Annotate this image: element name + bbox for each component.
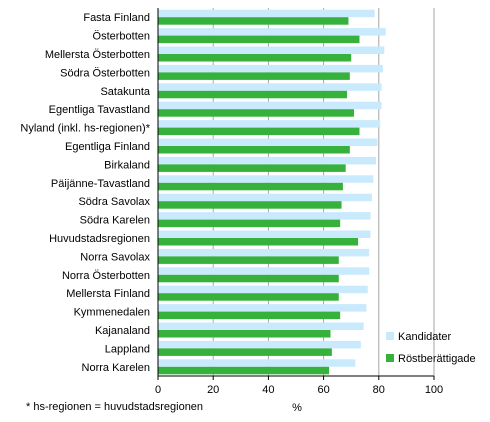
bar-kandidater-sodra-karelen <box>158 212 371 220</box>
x-tick-label-40: 40 <box>262 384 274 396</box>
bar-rostberattigade-sodra-osterbotten <box>158 72 350 80</box>
bar-rostberattigade-lappland <box>158 348 332 356</box>
bar-rostberattigade-paijanne-tavastland <box>158 182 343 191</box>
legend-label-rostberattigade: Röstberättigade <box>398 353 476 365</box>
bar-rostberattigade-sodra-karelen <box>158 219 341 228</box>
category-label-norra-karelen: Norra Karelen <box>82 362 150 374</box>
bar-rostberattigade-nyland-inkl-hs-regionen <box>158 127 360 136</box>
bar-kandidater-kajanaland <box>158 322 364 330</box>
x-tick-label-0: 0 <box>155 384 161 396</box>
category-label-sodra-savolax: Södra Savolax <box>78 196 150 208</box>
bar-kandidater-osterbotten <box>158 28 386 36</box>
bar-rostberattigade-mellersta-osterbotten <box>158 54 352 62</box>
bar-rostberattigade-norra-savolax <box>158 256 339 264</box>
bar-kandidater-satakunta <box>158 83 382 91</box>
bar-rostberattigade-fasta-finland <box>158 17 349 25</box>
bar-rostberattigade-kymmenedalen <box>158 311 341 320</box>
bar-kandidater-egentliga-tavastland <box>158 101 382 110</box>
bar-rostberattigade-osterbotten <box>158 35 360 44</box>
category-label-huvudstadsregionen: Huvudstadsregionen <box>49 233 150 245</box>
bar-rostberattigade-egentliga-finland <box>158 146 350 154</box>
category-labels: Fasta Finland Österbotten Mellersta Österb… <box>20 12 150 374</box>
bar-kandidater-paijanne-tavastland <box>158 175 374 183</box>
x-tick-label-60: 60 <box>317 384 329 396</box>
x-tick-label-100: 100 <box>425 384 443 396</box>
legend-swatch-rostberattigade <box>386 354 394 362</box>
category-label-mellersta-osterbotten: Mellersta Österbotten <box>45 49 150 61</box>
category-label-sodra-osterbotten: Södra Österbotten <box>60 67 150 79</box>
bar-kandidater-norra-karelen <box>158 359 356 367</box>
category-label-egentliga-finland: Egentliga Finland <box>65 141 150 153</box>
bar-kandidater-nyland-inkl-hs-regionen <box>158 120 381 128</box>
bar-rostberattigade-egentliga-tavastland <box>158 109 354 117</box>
x-tick-label-20: 20 <box>207 384 219 396</box>
bar-kandidater-huvudstadsregionen <box>158 230 371 238</box>
x-tick-label-80: 80 <box>373 384 385 396</box>
bar-kandidater-mellersta-finland <box>158 285 368 294</box>
category-label-nyland-inkl-hs-regionen: Nyland (inkl. hs-regionen)* <box>20 123 150 135</box>
axes <box>157 8 435 380</box>
category-label-osterbotten: Österbotten <box>93 31 150 43</box>
legend-label-kandidater: Kandidater <box>398 331 452 343</box>
bar-kandidater-fasta-finland <box>158 9 375 18</box>
bar-rostberattigade-sodra-savolax <box>158 201 342 209</box>
category-label-kymmenedalen: Kymmenedalen <box>74 307 150 319</box>
bar-kandidater-mellersta-osterbotten <box>158 46 385 54</box>
bar-rostberattigade-mellersta-finland <box>158 293 339 301</box>
category-label-kajanaland: Kajanaland <box>95 325 150 337</box>
category-label-norra-savolax: Norra Savolax <box>80 251 150 263</box>
category-label-mellersta-finland: Mellersta Finland <box>66 288 150 300</box>
bar-rostberattigade-satakunta <box>158 90 348 99</box>
bar-kandidater-sodra-osterbotten <box>158 64 383 73</box>
bar-kandidater-kymmenedalen <box>158 304 367 312</box>
footnote: * hs-regionen = huvudstadsregionen <box>26 401 203 413</box>
legend-swatch-kandidater <box>386 332 394 340</box>
bar-rostberattigade-huvudstadsregionen <box>158 238 359 246</box>
bars <box>158 9 386 375</box>
bar-kandidater-birkaland <box>158 156 377 165</box>
category-label-birkaland: Birkaland <box>104 159 150 171</box>
category-label-satakunta: Satakunta <box>100 86 150 98</box>
category-label-fasta-finland: Fasta Finland <box>83 12 150 24</box>
category-label-lappland: Lappland <box>105 343 150 355</box>
category-label-egentliga-tavastland: Egentliga Tavastland <box>49 104 150 116</box>
x-axis-title: % <box>292 402 302 414</box>
category-label-norra-osterbotten: Norra Österbotten <box>62 270 150 282</box>
grid-lines <box>212 8 435 376</box>
category-label-paijanne-tavastland: Päijänne-Tavastland <box>51 178 150 190</box>
x-tick-labels: 0 20 40 60 80 100 <box>155 384 443 396</box>
bar-kandidater-lappland <box>158 340 361 349</box>
category-label-sodra-karelen: Södra Karelen <box>80 215 150 227</box>
bar-kandidater-sodra-savolax <box>158 193 372 202</box>
bar-rostberattigade-norra-karelen <box>158 366 330 375</box>
legend: Kandidater Röstberättigade <box>386 331 476 365</box>
bar-kandidater-norra-osterbotten <box>158 267 370 275</box>
bar-rostberattigade-birkaland <box>158 164 346 172</box>
bar-kandidater-norra-savolax <box>158 248 370 257</box>
bar-rostberattigade-norra-osterbotten <box>158 274 339 283</box>
bar-kandidater-egentliga-finland <box>158 138 378 146</box>
bar-rostberattigade-kajanaland <box>158 330 331 338</box>
